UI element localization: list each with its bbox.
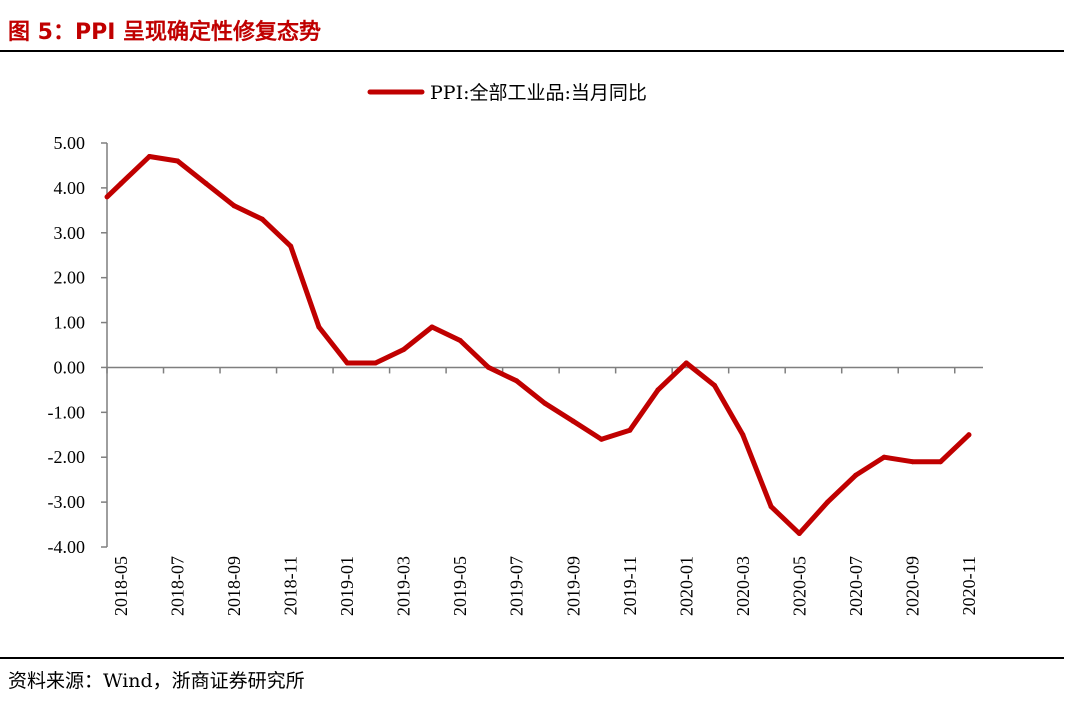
data-point (881, 454, 887, 460)
data-point (118, 180, 124, 186)
data-point (457, 338, 463, 343)
page-title: 图 5：PPI 呈现确定性修复态势 (8, 20, 322, 45)
data-point (316, 324, 322, 330)
data-point (599, 436, 604, 442)
data-point (203, 180, 209, 186)
data-point (146, 154, 152, 159)
y-tick-label: -4.00 (48, 537, 86, 557)
x-tick-label: 2020-01 (676, 556, 696, 616)
title-divider (0, 50, 1064, 52)
data-point (288, 243, 294, 249)
x-tick-label: 2019-03 (394, 556, 414, 616)
x-tick-label: 2018-11 (281, 556, 301, 615)
data-point (768, 504, 774, 510)
series-line-ppi (104, 154, 972, 536)
data-point (712, 382, 717, 388)
x-tick-label: 2018-07 (168, 556, 188, 616)
data-point (796, 531, 802, 536)
x-tick-label: 2019-05 (450, 556, 470, 616)
legend-label: PPI:全部工业品:当月同比 (430, 82, 647, 104)
data-point (655, 387, 661, 393)
y-tick-label: -3.00 (48, 492, 86, 512)
x-tick-label: 2018-09 (224, 556, 244, 616)
x-tick-label: 2020-07 (846, 556, 866, 616)
y-tick-label: 5.00 (54, 133, 86, 153)
y-tick-label: 3.00 (54, 223, 86, 243)
y-tick-label: -2.00 (48, 447, 86, 467)
data-point (938, 459, 944, 465)
x-tick-label: 2018-05 (111, 556, 131, 616)
y-tick-label: 2.00 (54, 268, 86, 288)
y-tick-label: 1.00 (54, 313, 86, 333)
y-tick-label: -1.00 (48, 402, 86, 422)
x-tick-label: 2019-07 (507, 556, 527, 616)
chart-legend: PPI:全部工业品:当月同比 (367, 82, 647, 104)
data-point (853, 472, 859, 478)
x-tick-label: 2020-03 (733, 556, 753, 616)
data-point (429, 324, 435, 330)
x-tick-label: 2019-01 (337, 556, 357, 616)
data-point (344, 360, 350, 366)
data-point (570, 418, 576, 424)
data-point (514, 378, 520, 384)
source-note: 资料来源：Wind，浙商证券研究所 (8, 670, 305, 692)
y-tick-label: 4.00 (54, 178, 86, 198)
data-point (683, 360, 689, 366)
data-point (401, 347, 407, 352)
data-point (231, 203, 237, 209)
data-point (542, 400, 548, 406)
x-tick-label: 2019-09 (563, 556, 583, 616)
data-point (909, 459, 915, 465)
data-point (627, 427, 633, 433)
data-point (373, 360, 378, 366)
x-tick-label: 2020-11 (959, 556, 979, 615)
data-point (966, 432, 972, 438)
data-point (740, 432, 746, 438)
y-tick-label: 0.00 (54, 357, 86, 377)
x-tick-label: 2020-09 (902, 556, 922, 616)
x-tick-label: 2020-05 (789, 556, 809, 616)
data-point (486, 364, 491, 370)
x-tick-label: 2019-11 (620, 556, 640, 615)
data-point (825, 499, 831, 505)
footer-divider (0, 657, 1064, 659)
data-point (259, 216, 265, 222)
data-point (175, 158, 181, 164)
